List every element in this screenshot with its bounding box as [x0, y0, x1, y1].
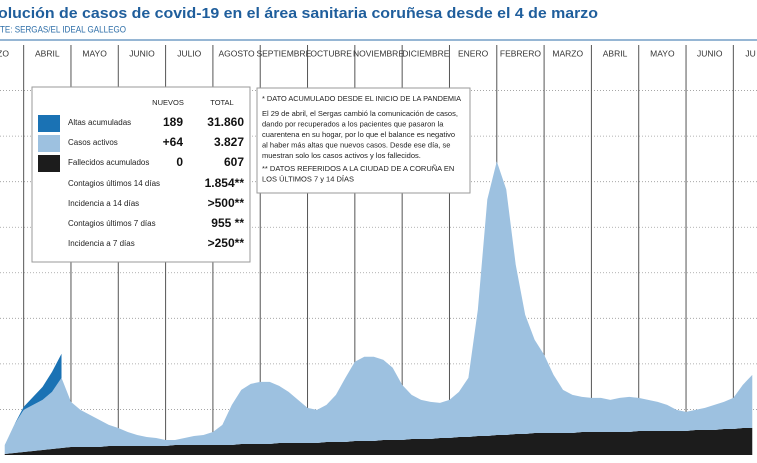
month-label: ENERO [458, 48, 489, 58]
note-footnote: LOS ÚLTIMOS 7 y 14 DÍAS [262, 174, 354, 183]
month-label: RZO [0, 48, 9, 58]
source: TE: SERGAS/EL IDEAL GALLEGO [0, 24, 126, 34]
area [4, 161, 753, 454]
month-label: DICIEMBRE [402, 48, 450, 58]
month-label: MAYO [82, 48, 107, 58]
month-label: MAYO [650, 48, 675, 58]
table-label: Incidencia a 7 días [68, 239, 135, 248]
table-header: NUEVOS [152, 98, 184, 107]
table-new: 189 [163, 115, 183, 129]
month-label: JU [745, 48, 755, 58]
legend-label: Fallecidos acumulados [68, 158, 149, 167]
areas [4, 161, 753, 455]
chart-title: olución de casos de covid-19 en el área … [0, 5, 598, 22]
table-total: >500** [208, 196, 245, 210]
note-line: cuarentena en su hogar, por lo que el ba… [262, 130, 455, 139]
month-label: JUNIO [697, 48, 723, 58]
note-box: * DATO ACUMULADO DESDE EL INICIO DE LA P… [256, 87, 471, 194]
legend-label: Casos activos [68, 138, 118, 147]
month-label: OCTUBRE [310, 48, 352, 58]
note-line: al haber más altas que nuevos casos. Des… [262, 140, 450, 149]
note-footnote: ** DATOS REFERIDOS A LA CIUDAD DE A CORU… [262, 164, 454, 173]
legend-swatch [38, 115, 60, 132]
note-text: * DATO ACUMULADO DESDE EL INICIO DE LA P… [262, 94, 461, 184]
table-new: +64 [163, 135, 184, 149]
month-label: JUNIO [129, 48, 155, 58]
month-labels: RZO ABRIL MAYO JUNIO JULIO AGOSTOSEPTIEMBREOC… [0, 48, 756, 58]
table-total: 607 [224, 155, 244, 169]
note-heading: * DATO ACUMULADO DESDE EL INICIO DE LA P… [262, 94, 461, 103]
table-total: 1.854** [205, 176, 245, 190]
note-line: muestran solo los casos activos y los fa… [262, 151, 421, 160]
note-line: El 29 de abril, el Sergas cambió la comu… [262, 109, 458, 118]
table-total: 3.827 [214, 135, 244, 149]
legend: NUEVOS TOTAL Altas acumuladas 189 31.860 Caso… [38, 98, 244, 250]
table-header: TOTAL [210, 98, 233, 107]
info-box: NUEVOS TOTAL Altas acumuladas 189 31.860 Caso… [31, 86, 251, 263]
month-label: FEBRERO [500, 48, 541, 58]
month-label: SEPTIEMBRE [256, 48, 311, 58]
table-total: >250** [208, 236, 245, 250]
month-label: ABRIL [35, 48, 60, 58]
legend-label: Altas acumuladas [68, 118, 131, 127]
legend-swatch [38, 135, 60, 152]
table-label: Contagios últimos 14 días [68, 179, 160, 188]
table-label: Contagios últimos 7 días [68, 219, 156, 228]
area [4, 427, 753, 455]
area [14, 353, 62, 425]
month-label: AGOSTO [218, 48, 255, 58]
note-box-frame [256, 87, 471, 194]
table-total: 955 ** [211, 216, 244, 230]
info-box-frame [31, 86, 251, 263]
month-label: NOVIEMBRE [353, 48, 404, 58]
table-new: 0 [176, 155, 183, 169]
month-label: ABRIL [603, 48, 628, 58]
table-label: Incidencia a 14 días [68, 199, 139, 208]
month-label: MARZO [552, 48, 583, 58]
note-line: dando por recuperados a los pacientes qu… [262, 119, 444, 128]
legend-swatch [38, 155, 60, 172]
month-label: JULIO [177, 48, 201, 58]
table-total: 31.860 [207, 115, 244, 129]
